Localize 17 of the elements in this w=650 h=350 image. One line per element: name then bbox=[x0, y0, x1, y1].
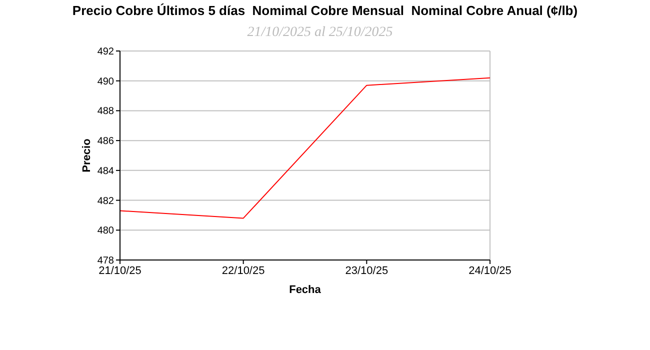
x-tick-label: 23/10/25 bbox=[345, 265, 388, 277]
line-series bbox=[120, 77, 490, 219]
y-tick-label: 490 bbox=[97, 76, 114, 88]
x-axis-title: Fecha bbox=[289, 284, 322, 296]
chart-title: Precio Cobre Últimos 5 días Nomimal Cobre Mensual Nominal Cobre Anual (¢/lb) bbox=[72, 3, 578, 18]
x-tick-label: 22/10/25 bbox=[222, 265, 265, 277]
y-tick-label: 478 bbox=[97, 256, 114, 266]
x-tick-label: 21/10/25 bbox=[98, 265, 142, 277]
y-tick-label: 482 bbox=[97, 196, 114, 207]
chart-subtitle: 21/10/2025 al 25/10/2025 bbox=[247, 25, 393, 40]
y-tick-label: 492 bbox=[97, 46, 114, 58]
y-tick-label: 484 bbox=[97, 166, 114, 177]
x-tick-label: 24/10/25 bbox=[468, 265, 512, 277]
y-tick-label: 480 bbox=[97, 226, 114, 237]
y-tick-label: 488 bbox=[97, 106, 114, 118]
y-axis-title: Precio bbox=[81, 138, 93, 172]
y-tick-label: 486 bbox=[97, 136, 114, 148]
